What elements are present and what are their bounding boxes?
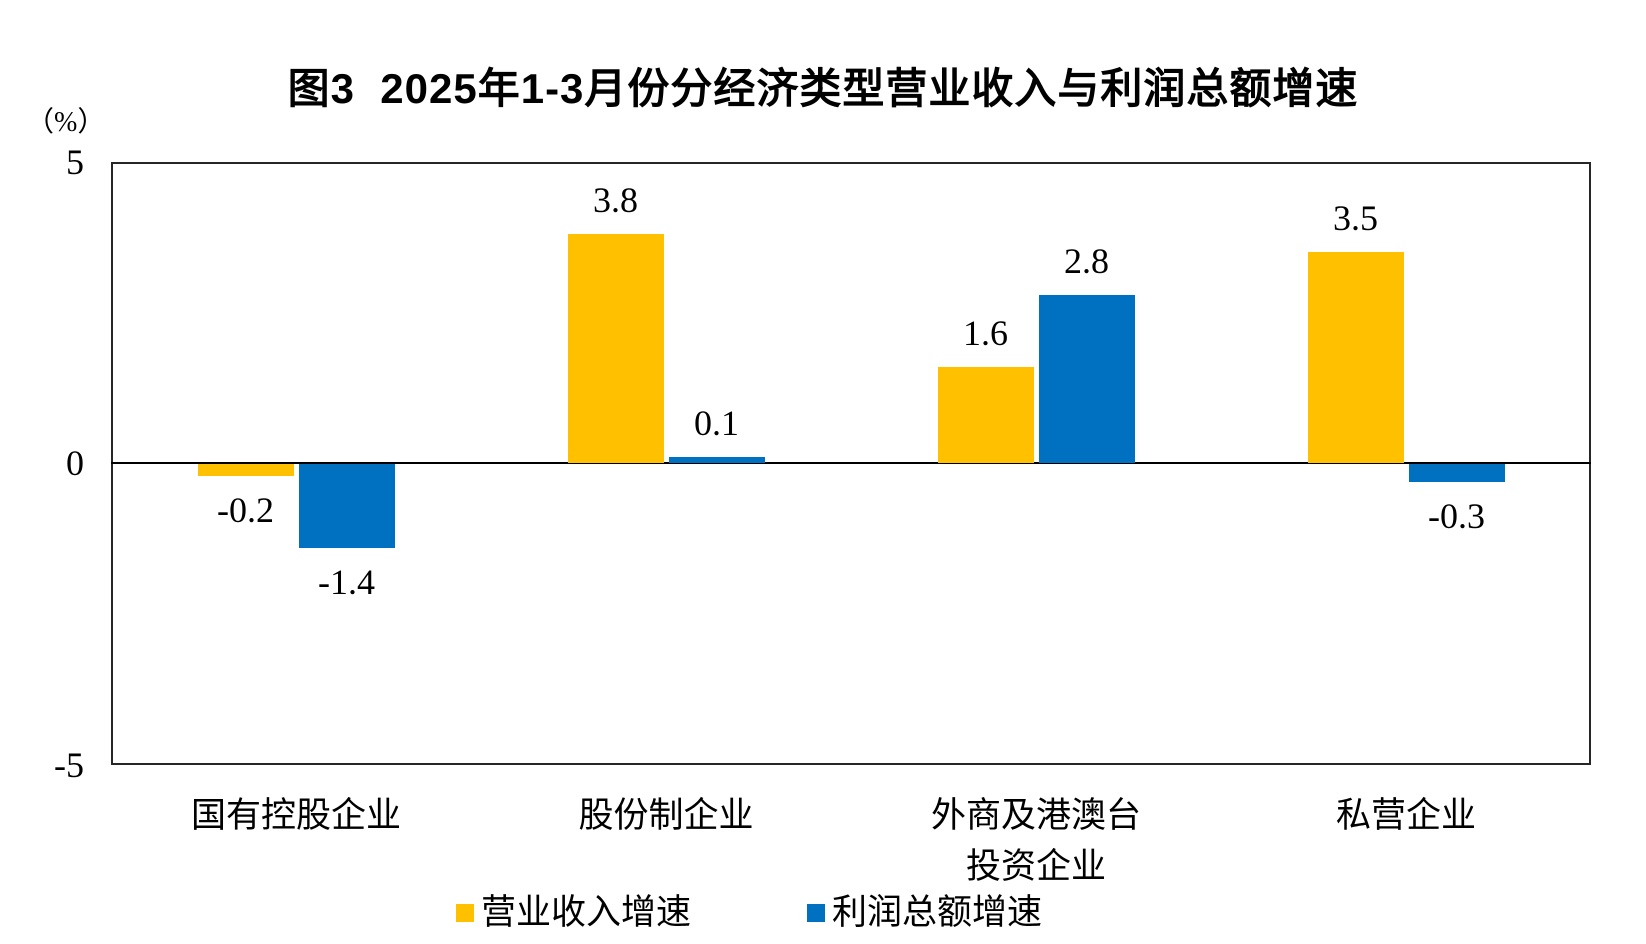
bar-利润总额增速-0 bbox=[298, 463, 395, 548]
chart-title: 图3 2025年1-3月份分经济类型营业收入与利润总额增速 bbox=[287, 65, 1359, 112]
category-label-3: 私营企业 bbox=[1335, 796, 1476, 835]
y-axis-tick-label-neg5: -5 bbox=[54, 745, 84, 785]
y-axis-tick-label-0: 0 bbox=[66, 443, 84, 483]
legend-swatch-icon bbox=[807, 904, 826, 922]
legend-label: 营业收入增速 bbox=[481, 893, 692, 932]
legend: 营业收入增速 利润总额增速 bbox=[456, 893, 1042, 933]
legend-entry-1: 利润总额增速 bbox=[807, 893, 1042, 933]
bar-value-label: 1.6 bbox=[963, 313, 1008, 354]
y-axis-unit-label: （%） bbox=[26, 107, 106, 138]
bar-value-label: 0.1 bbox=[694, 403, 739, 444]
bar-value-label: -1.4 bbox=[318, 561, 375, 602]
bar-营业收入增速-3 bbox=[1307, 252, 1404, 464]
legend-swatch-icon bbox=[456, 904, 474, 922]
category-label-1: 股份制企业 bbox=[578, 796, 754, 835]
legend-entry-0: 营业收入增速 bbox=[456, 893, 691, 933]
category-label-2: 外商及港澳台 投资企业 bbox=[930, 796, 1141, 886]
bar-value-label: 3.8 bbox=[593, 180, 638, 221]
bar-value-label: 3.5 bbox=[1333, 198, 1378, 239]
bar-利润总额增速-3 bbox=[1408, 463, 1505, 482]
bar-利润总额增速-1 bbox=[668, 457, 765, 464]
y-axis-tick-label-5: 5 bbox=[66, 142, 84, 182]
category-label-0: 国有控股企业 bbox=[190, 796, 401, 835]
bar-value-label: -0.3 bbox=[1428, 495, 1485, 536]
bar-value-label: -0.2 bbox=[217, 489, 274, 530]
bar-利润总额增速-2 bbox=[1038, 294, 1135, 464]
bar-value-label: 2.8 bbox=[1064, 240, 1109, 281]
bar-营业收入增速-1 bbox=[567, 234, 664, 464]
bar-营业收入增速-2 bbox=[937, 367, 1034, 464]
zero-axis-line bbox=[111, 462, 1591, 464]
legend-label: 利润总额增速 bbox=[832, 893, 1043, 932]
bar-营业收入增速-0 bbox=[197, 463, 294, 476]
